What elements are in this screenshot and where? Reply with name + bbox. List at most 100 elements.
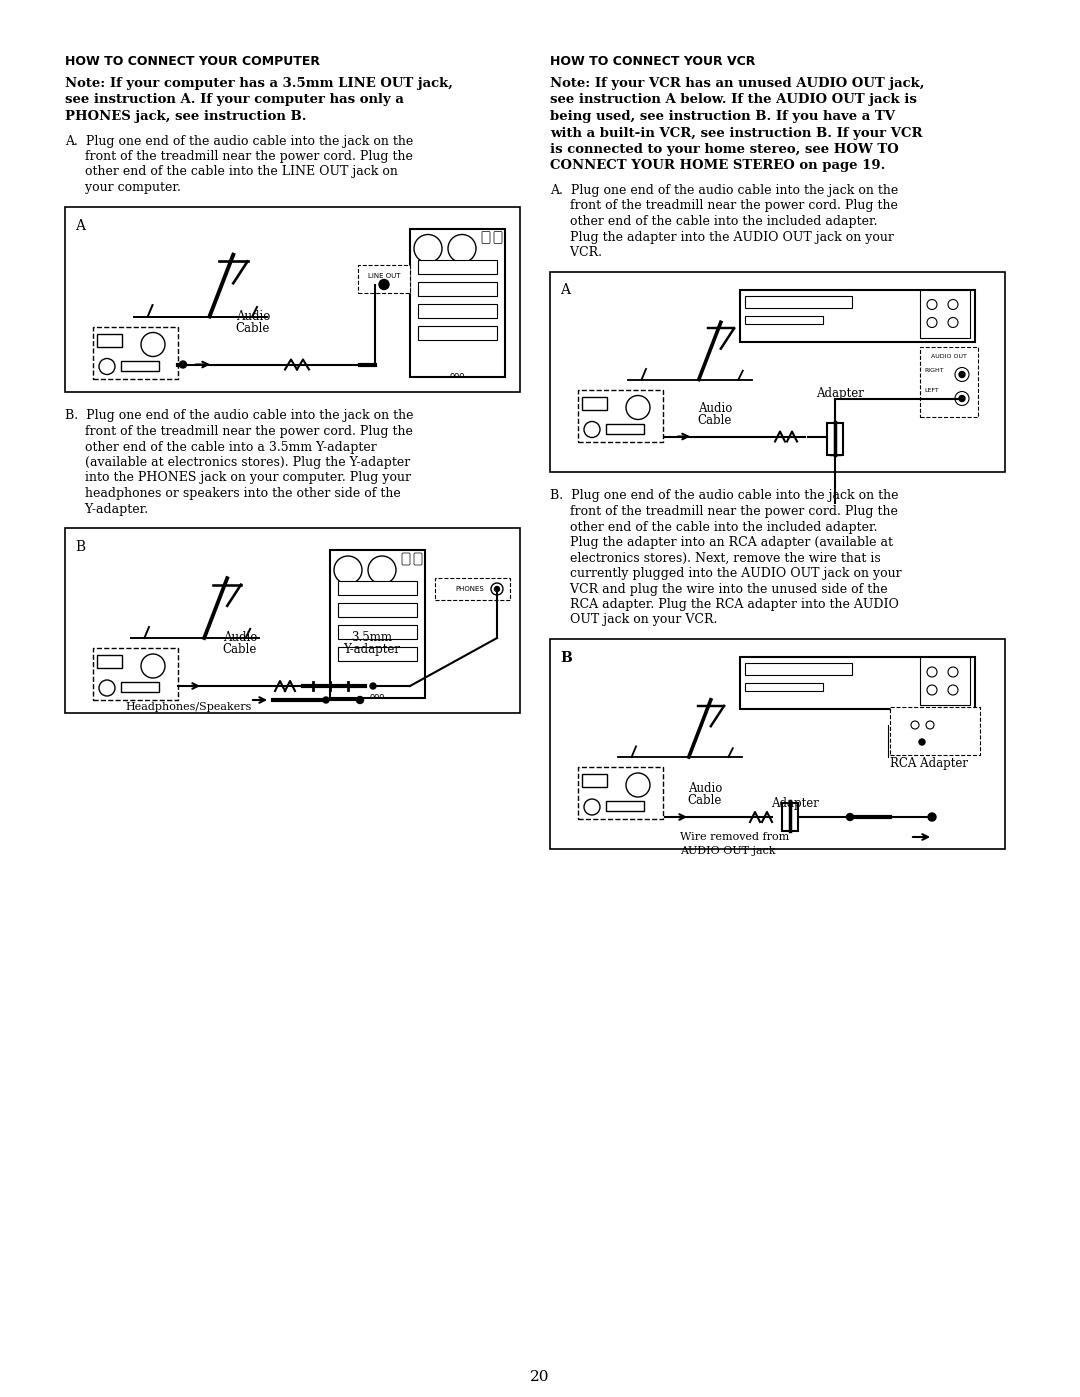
Bar: [606, 423, 644, 433]
Circle shape: [179, 360, 187, 367]
Bar: [745, 683, 823, 692]
Circle shape: [926, 721, 934, 729]
Circle shape: [912, 721, 919, 729]
Text: A.  Plug one end of the audio cable into the jack on the: A. Plug one end of the audio cable into …: [550, 184, 899, 197]
Bar: [740, 289, 975, 341]
FancyBboxPatch shape: [402, 553, 410, 564]
Circle shape: [99, 359, 114, 374]
Text: see instruction A below. If the AUDIO OUT jack is: see instruction A below. If the AUDIO OU…: [550, 94, 917, 106]
Text: Wire removed from: Wire removed from: [680, 833, 789, 842]
Bar: [578, 767, 663, 819]
Bar: [93, 648, 178, 700]
Bar: [357, 264, 410, 292]
Circle shape: [141, 654, 165, 678]
Text: Audio: Audio: [688, 782, 723, 795]
Circle shape: [334, 556, 362, 584]
Bar: [93, 327, 178, 379]
Circle shape: [927, 685, 937, 694]
Bar: [338, 581, 417, 595]
Circle shape: [948, 685, 958, 694]
Bar: [418, 260, 497, 274]
Text: Cable: Cable: [235, 321, 270, 334]
Bar: [65, 528, 519, 712]
Text: A: A: [561, 284, 570, 298]
Circle shape: [495, 587, 499, 591]
Text: other end of the cable into the LINE OUT jack on: other end of the cable into the LINE OUT…: [65, 165, 397, 179]
Text: Note: If your computer has a 3.5mm LINE OUT jack,: Note: If your computer has a 3.5mm LINE …: [65, 77, 453, 89]
Text: VCR.: VCR.: [550, 246, 602, 258]
Text: front of the treadmill near the power cord. Plug the: front of the treadmill near the power co…: [65, 149, 413, 163]
Bar: [65, 207, 519, 391]
Bar: [338, 604, 417, 617]
Circle shape: [919, 739, 924, 745]
Text: Headphones/Speakers: Headphones/Speakers: [125, 703, 252, 712]
Text: PHONES jack, see instruction B.: PHONES jack, see instruction B.: [65, 110, 307, 123]
Text: into the PHONES jack on your computer. Plug your: into the PHONES jack on your computer. P…: [65, 472, 411, 485]
Bar: [745, 316, 823, 324]
Bar: [418, 282, 497, 296]
Text: Plug the adapter into the AUDIO OUT jack on your: Plug the adapter into the AUDIO OUT jack…: [550, 231, 894, 243]
Circle shape: [959, 395, 966, 401]
Bar: [582, 397, 607, 409]
Bar: [920, 657, 970, 705]
Circle shape: [927, 317, 937, 327]
Text: Audio: Audio: [698, 401, 732, 415]
Bar: [827, 422, 843, 454]
Text: B.  Plug one end of the audio cable into the jack on the: B. Plug one end of the audio cable into …: [550, 489, 899, 503]
Text: other end of the cable into a 3.5mm Y-adapter: other end of the cable into a 3.5mm Y-ad…: [65, 440, 377, 454]
Circle shape: [626, 395, 650, 419]
Text: RCA Adapter: RCA Adapter: [890, 757, 968, 770]
Text: RCA adapter. Plug the RCA adapter into the AUDIO: RCA adapter. Plug the RCA adapter into t…: [550, 598, 899, 610]
Bar: [97, 334, 122, 346]
Bar: [582, 774, 607, 787]
Text: ooo: ooo: [369, 692, 384, 701]
Circle shape: [927, 299, 937, 310]
Text: currently plugged into the AUDIO OUT jack on your: currently plugged into the AUDIO OUT jac…: [550, 567, 902, 580]
Bar: [121, 360, 159, 370]
Text: Plug the adapter into an RCA adapter (available at: Plug the adapter into an RCA adapter (av…: [550, 536, 893, 549]
Circle shape: [955, 367, 969, 381]
Circle shape: [491, 583, 503, 595]
Text: front of the treadmill near the power cord. Plug the: front of the treadmill near the power co…: [550, 504, 897, 518]
Circle shape: [448, 235, 476, 263]
Text: HOW TO CONNECT YOUR COMPUTER: HOW TO CONNECT YOUR COMPUTER: [65, 54, 320, 68]
Text: front of the treadmill near the power cord. Plug the: front of the treadmill near the power co…: [65, 425, 413, 439]
Text: Cable: Cable: [222, 643, 257, 657]
Text: headphones or speakers into the other side of the: headphones or speakers into the other si…: [65, 488, 401, 500]
Text: Audio: Audio: [235, 310, 270, 323]
Bar: [435, 578, 510, 599]
Circle shape: [959, 372, 966, 377]
FancyBboxPatch shape: [482, 232, 490, 243]
Text: A.  Plug one end of the audio cable into the jack on the: A. Plug one end of the audio cable into …: [65, 134, 414, 148]
Text: PHONES: PHONES: [455, 585, 484, 592]
Circle shape: [323, 697, 329, 703]
Bar: [606, 800, 644, 812]
Text: Cable: Cable: [688, 793, 723, 807]
Text: (available at electronics stores). Plug the Y-adapter: (available at electronics stores). Plug …: [65, 455, 410, 469]
Text: B.  Plug one end of the audio cable into the jack on the: B. Plug one end of the audio cable into …: [65, 409, 414, 422]
Text: AUDIO OUT jack: AUDIO OUT jack: [680, 847, 775, 856]
Text: Y-adapter: Y-adapter: [343, 643, 401, 657]
Circle shape: [584, 422, 600, 437]
Text: Adapter: Adapter: [816, 387, 864, 400]
Text: your computer.: your computer.: [65, 182, 180, 194]
Text: 20: 20: [530, 1370, 550, 1384]
Text: 3.5mm: 3.5mm: [351, 631, 392, 644]
Text: CONNECT YOUR HOME STEREO on page 19.: CONNECT YOUR HOME STEREO on page 19.: [550, 159, 886, 172]
Bar: [578, 390, 663, 441]
Circle shape: [356, 697, 364, 704]
Circle shape: [847, 813, 853, 820]
Text: see instruction A. If your computer has only a: see instruction A. If your computer has …: [65, 94, 404, 106]
Text: LINE OUT: LINE OUT: [368, 272, 401, 278]
Bar: [550, 271, 1005, 472]
Text: electronics stores). Next, remove the wire that is: electronics stores). Next, remove the wi…: [550, 552, 881, 564]
Text: Cable: Cable: [698, 414, 732, 426]
Text: Y-adapter.: Y-adapter.: [65, 503, 148, 515]
Bar: [330, 550, 426, 698]
Text: AUDIO OUT: AUDIO OUT: [931, 355, 967, 359]
Text: OUT jack on your VCR.: OUT jack on your VCR.: [550, 613, 717, 626]
Text: HOW TO CONNECT YOUR VCR: HOW TO CONNECT YOUR VCR: [550, 54, 755, 68]
Circle shape: [626, 773, 650, 798]
Text: LEFT: LEFT: [924, 388, 939, 394]
Circle shape: [368, 556, 396, 584]
